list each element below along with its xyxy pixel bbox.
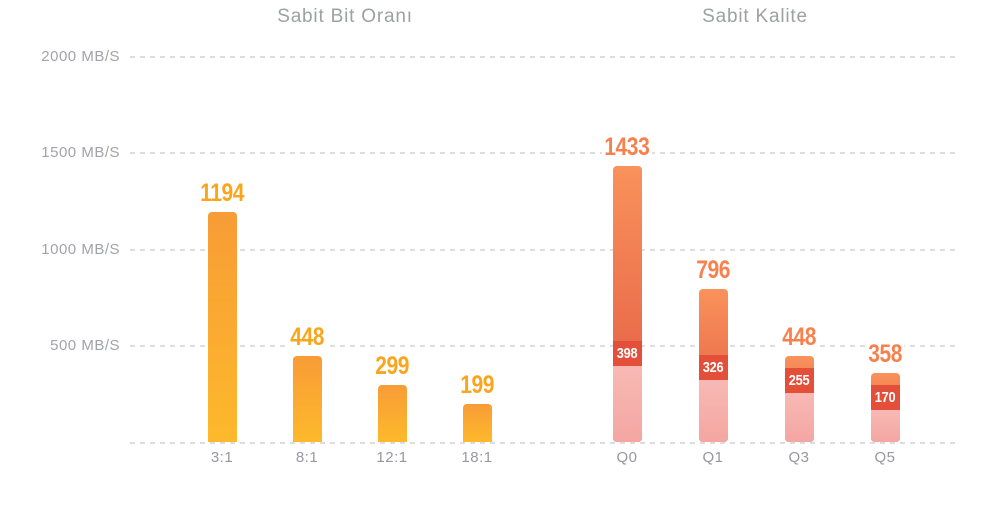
category-label-12-1: 12:1 (376, 449, 408, 466)
value-text: 448 (287, 324, 327, 351)
bar-3-1 (207, 212, 237, 443)
bar-q3-inner-value-chip: 255 (784, 368, 814, 394)
value-text: 448 (779, 324, 819, 351)
bar-q0-min-range (612, 365, 642, 443)
category-label-q1: Q1 (702, 449, 724, 466)
y-axis-label-2000: 2000 MB/S (41, 48, 120, 65)
gridline-2000 (130, 56, 958, 58)
bar-q1-value-label: 796 (668, 257, 758, 284)
category-label-8-1: 8:1 (295, 449, 319, 466)
bar-18-1-value-label: 199 (432, 372, 522, 399)
bar-q0-inner-value-chip: 398 (612, 340, 642, 366)
inner-value-text: 170 (874, 388, 896, 406)
value-text: 1433 (601, 134, 653, 161)
category-label-q3: Q3 (788, 449, 810, 466)
bar-8-1 (292, 356, 322, 443)
bar-12-1 (377, 384, 407, 443)
value-text: 358 (865, 341, 905, 368)
bar-3-1-value-label: 1194 (177, 180, 267, 207)
bar-q3: 255 (784, 356, 814, 443)
inner-value-text: 398 (616, 344, 638, 362)
y-axis-label-500: 500 MB/S (50, 337, 120, 355)
bar-q3-value-label: 448 (754, 324, 844, 351)
gridline-baseline (130, 441, 958, 444)
value-text: 796 (693, 257, 733, 284)
value-text: 199 (457, 372, 497, 399)
gridline-1000 (130, 248, 958, 251)
category-label-3-1: 3:1 (210, 449, 234, 466)
category-label-q5: Q5 (874, 449, 896, 466)
bar-8-1-value-label: 448 (262, 324, 352, 351)
bar-q5: 170 (870, 373, 900, 443)
bar-q0-value-label: 1433 (582, 134, 672, 161)
y-axis-label-1500: 1500 MB/S (41, 144, 120, 162)
category-label-18-1: 18:1 (461, 449, 493, 466)
group-title-constant-quality: Sabit Kalite (702, 6, 808, 27)
category-label-q0: Q0 (616, 449, 638, 466)
y-axis-label-1000: 1000 MB/S (41, 240, 120, 258)
bar-q1-inner-value-chip: 326 (698, 354, 728, 380)
bar-q1: 326 (698, 289, 728, 443)
bar-q5-min-range (870, 409, 900, 443)
group-title-constant-bitrate: Sabit Bit Oranı (277, 6, 413, 27)
bar-q0: 398 (612, 166, 642, 443)
value-text: 299 (372, 352, 412, 379)
bar-q5-inner-value-chip: 170 (870, 384, 900, 410)
value-text: 1194 (197, 180, 247, 207)
bar-q1-min-range (698, 379, 728, 443)
gridline-1500 (130, 152, 958, 155)
bar-12-1-value-label: 299 (347, 352, 437, 379)
inner-value-text: 255 (788, 372, 810, 390)
bar-18-1 (462, 404, 492, 443)
gridline-500 (130, 345, 958, 348)
bar-q3-min-range (784, 393, 814, 443)
inner-value-text: 326 (702, 358, 724, 376)
bar-q5-value-label: 358 (840, 341, 930, 368)
